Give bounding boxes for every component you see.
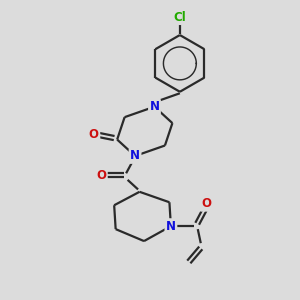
Text: O: O xyxy=(89,128,99,141)
Text: N: N xyxy=(166,220,176,232)
Text: N: N xyxy=(130,149,140,163)
Text: O: O xyxy=(201,197,211,210)
Text: N: N xyxy=(149,100,160,113)
Text: O: O xyxy=(96,169,106,182)
Text: Cl: Cl xyxy=(173,11,186,24)
